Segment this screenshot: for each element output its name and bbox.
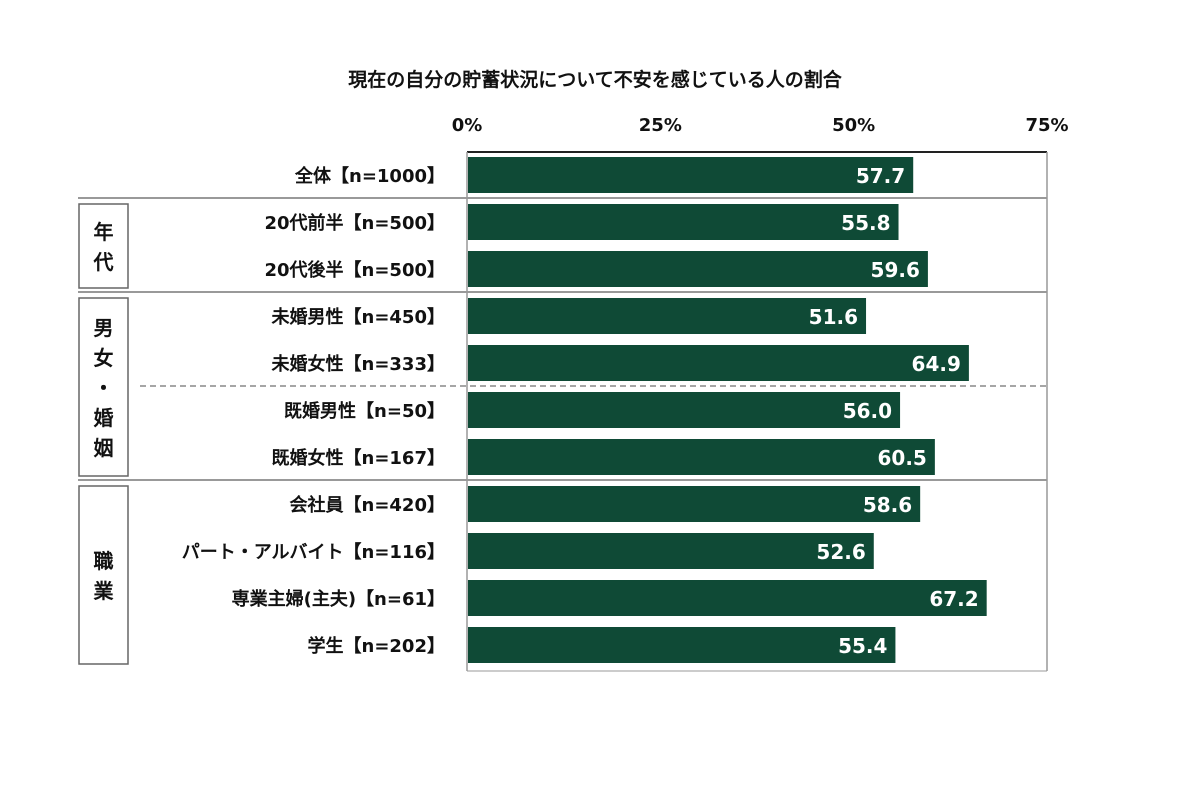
group-label-char: 年 [94,220,114,244]
bar [468,251,928,287]
bar [468,157,914,193]
group-label-char: 姻 [94,436,114,460]
group-box [78,485,129,665]
category-label: 20代前半【n=500】 [264,212,445,234]
bar-value-label: 56.0 [843,399,892,423]
bar-value-label: 52.6 [816,540,865,564]
bar [468,486,921,522]
chart-title: 現在の自分の貯蓄状況について不安を感じている人の割合 [348,68,842,91]
bar [468,298,867,334]
bar-value-label: 55.4 [838,634,887,658]
category-label: 未婚男性【n=450】 [272,306,445,328]
group-label-char: 代 [93,250,114,274]
group-label-char: 女 [94,346,114,370]
category-label: パート・アルバイト【n=116】 [182,542,445,563]
x-tick-label: 25% [639,115,682,136]
x-tick-label: 50% [832,115,875,136]
bar [468,439,935,475]
category-label: 専業主婦(主夫)【n=61】 [232,588,445,610]
group-box [78,203,129,289]
category-label: 既婚男性【n=50】 [284,400,445,422]
group-box [78,297,129,477]
category-label: 全体【n=1000】 [294,165,445,187]
bar [468,580,987,616]
group-label-char: 職 [94,549,114,573]
bar-value-label: 51.6 [809,305,858,329]
category-label: 未婚女性【n=333】 [272,353,445,375]
group-label-char: 婚 [94,406,114,430]
bar [468,392,901,428]
group-label-char: 業 [94,579,115,603]
bar-value-label: 60.5 [878,446,927,470]
bar [468,204,899,240]
bar-value-label: 55.8 [841,211,890,235]
category-label: 20代後半【n=500】 [264,259,445,281]
x-tick-label: 75% [1025,115,1068,136]
x-tick-label: 0% [452,115,483,136]
bar-value-label: 59.6 [871,258,920,282]
group-label-char: ・ [94,376,114,400]
bar-value-label: 64.9 [912,352,961,376]
category-label: 会社員【n=420】 [290,494,445,516]
category-label: 学生【n=202】 [308,635,445,657]
bar [468,533,874,569]
bar [468,627,896,663]
bar-value-label: 67.2 [929,587,978,611]
bar-value-label: 57.7 [856,164,905,188]
bar [468,345,969,381]
group-label-char: 男 [94,316,114,340]
category-label: 既婚女性【n=167】 [272,447,445,469]
bar-value-label: 58.6 [863,493,912,517]
